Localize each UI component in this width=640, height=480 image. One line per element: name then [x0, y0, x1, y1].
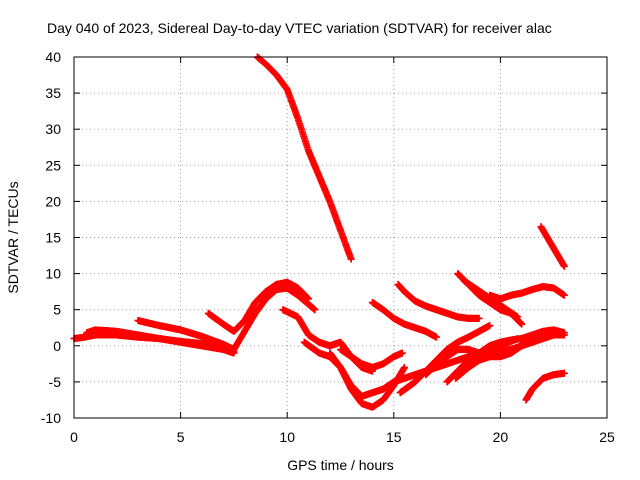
- y-tick-label: 20: [45, 193, 61, 209]
- series-arc-6: [253, 53, 355, 263]
- y-tick-label: 0: [53, 338, 61, 354]
- data-point: [347, 255, 355, 263]
- data-point: [311, 306, 319, 314]
- x-tick-label: 25: [599, 429, 615, 445]
- series-arc-12: [394, 280, 483, 322]
- x-tick-label: 15: [386, 429, 402, 445]
- series-arc-4: [204, 278, 313, 335]
- x-tick-label: 0: [70, 429, 78, 445]
- y-tick-label: 5: [53, 302, 61, 318]
- data-point: [400, 363, 408, 371]
- series-arc-3: [134, 317, 238, 353]
- y-tick-label: 40: [45, 49, 61, 65]
- series-arc-2: [83, 326, 238, 357]
- data-point: [432, 333, 440, 341]
- y-tick-label: 35: [45, 85, 61, 101]
- series-arc-5: [230, 284, 319, 353]
- x-tick-label: 10: [279, 429, 295, 445]
- series-arc-9: [326, 349, 408, 411]
- y-tick-label: 30: [45, 121, 61, 137]
- y-tick-label: -10: [41, 410, 61, 426]
- x-axis-label: GPS time / hours: [287, 457, 394, 473]
- data-point: [398, 349, 406, 357]
- data-points: [70, 53, 568, 411]
- series-arc-11: [368, 298, 440, 341]
- y-tick-label: 15: [45, 230, 61, 246]
- y-tick-label: 10: [45, 266, 61, 282]
- x-tick-label: 5: [177, 429, 185, 445]
- series-arc-10: [337, 345, 406, 371]
- y-tick-label: -5: [49, 374, 62, 390]
- y-tick-label: 25: [45, 157, 61, 173]
- chart-title: Day 040 of 2023, Sidereal Day-to-day VTE…: [47, 20, 552, 36]
- x-tick-label: 20: [493, 429, 509, 445]
- y-axis-label: SDTVAR / TECUs: [5, 181, 21, 293]
